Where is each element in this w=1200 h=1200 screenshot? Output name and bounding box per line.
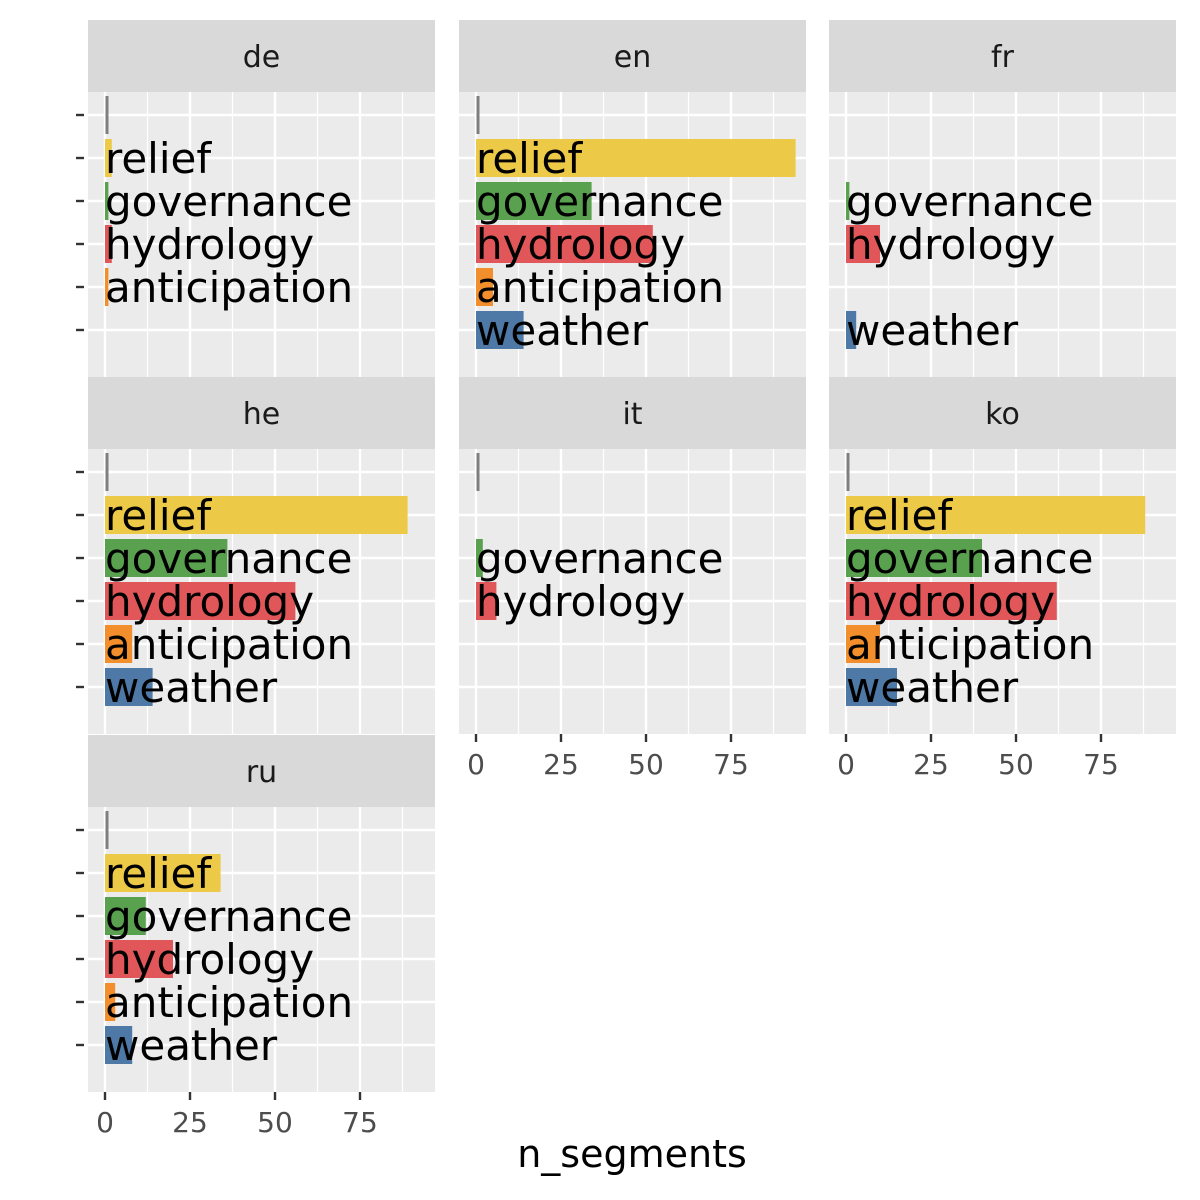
bar-label-hydrology: hydrology xyxy=(846,220,1055,269)
bar-anticipation xyxy=(846,625,880,663)
facet-strip xyxy=(829,20,1176,92)
facet-panel-ru: ru reliefgovernancehydrologyanticipationw… xyxy=(76,735,435,1139)
bar-label-governance: governance xyxy=(105,534,353,583)
bar-label-hydrology: hydrology xyxy=(476,220,685,269)
bar-hydrology xyxy=(105,582,296,620)
bar-label-hydrology: hydrology xyxy=(476,577,685,626)
bar-label-weather: weather xyxy=(476,306,649,355)
bar-label-governance: governance xyxy=(476,177,724,226)
bar-label-relief: relief xyxy=(105,849,212,898)
facet-panel-he: he reliefgovernancehydrologyanticipationw… xyxy=(76,377,435,734)
bar-label-hydrology: hydrology xyxy=(846,577,1055,626)
bar-hydrology xyxy=(105,225,112,263)
facet-strip xyxy=(88,377,435,449)
x-tick-label: 75 xyxy=(342,1106,378,1139)
facet-strip-label: de xyxy=(243,40,281,75)
facet-strip-label: en xyxy=(614,40,651,75)
bar-label-governance: governance xyxy=(105,892,353,941)
bar-weather xyxy=(846,311,857,349)
bar-governance xyxy=(105,182,109,220)
x-tick-label: 50 xyxy=(257,1106,293,1139)
facet-strip-label: ko xyxy=(985,397,1020,432)
facet-panels: dereliefgovernancehydrologyanticipatione… xyxy=(76,20,1176,1139)
bar-label-relief: relief xyxy=(476,134,583,183)
bar-anticipation xyxy=(105,625,133,663)
bar-governance xyxy=(846,539,982,577)
bar-relief xyxy=(105,139,112,177)
facet-strip xyxy=(88,20,435,92)
bar-label-relief: relief xyxy=(105,134,212,183)
x-tick-label: 75 xyxy=(713,748,749,781)
bar-label-governance: governance xyxy=(105,177,353,226)
bar-relief xyxy=(105,854,221,892)
facet-strip-label: fr xyxy=(991,40,1015,75)
bar-anticipation xyxy=(105,268,109,306)
facet-strip-label: it xyxy=(622,397,642,432)
bar-label-governance: governance xyxy=(476,534,724,583)
bar-anticipation xyxy=(476,268,493,306)
facet-panel-en: en reliefgovernancehydrologyanticipationw… xyxy=(459,20,806,377)
x-tick-label: 50 xyxy=(998,748,1034,781)
x-tick-label: 25 xyxy=(172,1106,208,1139)
bar-label-hydrology: hydrology xyxy=(105,220,314,269)
bar-weather xyxy=(846,668,897,706)
facet-strip xyxy=(829,377,1176,449)
x-tick-label: 0 xyxy=(96,1106,114,1139)
bar-label-anticipation: anticipation xyxy=(846,620,1094,669)
bar-hydrology xyxy=(846,225,880,263)
bar-label-governance: governance xyxy=(846,534,1094,583)
bar-hydrology xyxy=(846,582,1057,620)
x-tick-label: 50 xyxy=(628,748,664,781)
x-tick-label: 25 xyxy=(543,748,579,781)
bar-weather xyxy=(105,1026,133,1064)
bar-label-anticipation: anticipation xyxy=(476,263,724,312)
facet-strip-label: ru xyxy=(246,755,277,790)
bar-label-weather: weather xyxy=(105,663,278,712)
bar-label-weather: weather xyxy=(846,306,1019,355)
bar-governance xyxy=(105,539,228,577)
bar-relief xyxy=(846,496,1146,534)
bar-hydrology xyxy=(476,582,497,620)
bar-relief xyxy=(476,139,796,177)
bar-label-hydrology: hydrology xyxy=(105,935,314,984)
bar-anticipation xyxy=(105,983,116,1021)
bar-label-hydrology: hydrology xyxy=(105,577,314,626)
bar-governance xyxy=(105,897,146,935)
facet-strip xyxy=(88,735,435,807)
bar-hydrology xyxy=(476,225,653,263)
bar-label-anticipation: anticipation xyxy=(105,978,353,1027)
bar-label-relief: relief xyxy=(846,491,953,540)
bar-label-anticipation: anticipation xyxy=(105,620,353,669)
bar-label-relief: relief xyxy=(105,491,212,540)
facet-strip xyxy=(459,377,806,449)
bar-label-governance: governance xyxy=(846,177,1094,226)
bar-governance xyxy=(476,539,483,577)
facet-strip-label: he xyxy=(243,397,280,432)
x-tick-label: 75 xyxy=(1083,748,1119,781)
x-tick-label: 25 xyxy=(913,748,949,781)
x-tick-label: 0 xyxy=(837,748,855,781)
bar-hydrology xyxy=(105,940,173,978)
bar-governance xyxy=(846,182,850,220)
bar-weather xyxy=(105,668,153,706)
x-axis-title: n_segments xyxy=(517,1132,747,1176)
x-tick-label: 0 xyxy=(467,748,485,781)
bar-label-weather: weather xyxy=(846,663,1019,712)
bar-relief xyxy=(105,496,408,534)
bar-governance xyxy=(476,182,592,220)
bar-label-weather: weather xyxy=(105,1021,278,1070)
facet-strip xyxy=(459,20,806,92)
bar-weather xyxy=(476,311,524,349)
bar-label-anticipation: anticipation xyxy=(105,263,353,312)
facet-panel-ko: ko reliefgovernancehydrologyanticipationw… xyxy=(829,377,1176,781)
